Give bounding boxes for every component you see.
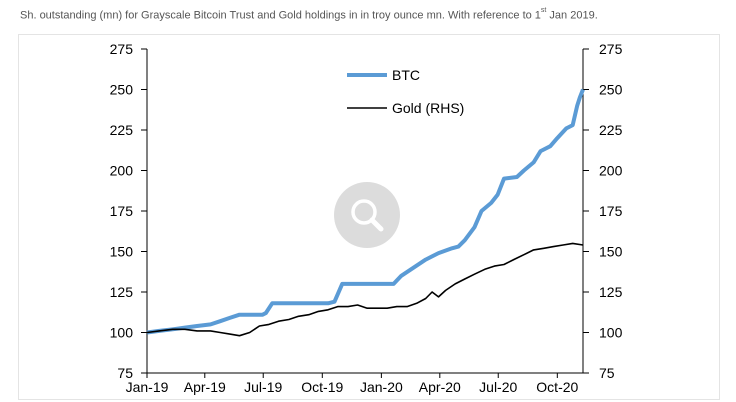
caption-tail: Jan 2019. — [546, 9, 598, 22]
gold-series-line — [146, 242, 584, 337]
y-tick-label-left: 200 — [110, 163, 134, 179]
y-tick-label-right: 250 — [599, 82, 623, 98]
caption-superscript: st — [540, 7, 547, 14]
y-tick-label-left: 150 — [110, 244, 134, 260]
y-tick-label-right: 175 — [599, 203, 623, 219]
x-tick-label: Jul-20 — [479, 379, 517, 395]
y-tick-label-left: 100 — [110, 325, 134, 341]
x-tick-label: Jan-20 — [360, 379, 403, 395]
btc-series-line — [146, 88, 585, 335]
legend-label-gold: Gold (RHS) — [392, 100, 464, 116]
y-tick-label-right: 100 — [599, 325, 623, 341]
y-tick-label-right: 125 — [599, 284, 623, 300]
chart-caption: Sh. outstanding (mn) for Grayscale Bitco… — [20, 7, 598, 22]
caption-text: Sh. outstanding (mn) for Grayscale Bitco… — [20, 9, 541, 22]
y-tick-label-left: 125 — [110, 284, 134, 300]
x-tick-label: Apr-19 — [184, 379, 226, 395]
axis-ticks: 75 75 100 100 125 125 150 150 175 175 200 200 225 225… — [110, 41, 623, 395]
y-tick-label-left: 225 — [110, 122, 134, 138]
y-tick-label-left: 275 — [110, 41, 134, 57]
y-tick-label-left: 250 — [110, 82, 134, 98]
x-tick-label: Jan-19 — [126, 379, 169, 395]
y-tick-label-right: 200 — [599, 163, 623, 179]
chart-series — [146, 88, 585, 337]
x-tick-label: Oct-19 — [301, 379, 343, 395]
y-tick-label-left: 175 — [110, 203, 134, 219]
x-tick-label: Oct-20 — [536, 379, 578, 395]
y-tick-label-right: 225 — [599, 122, 623, 138]
y-tick-label-right: 75 — [599, 365, 615, 381]
legend-label-btc: BTC — [392, 67, 420, 83]
y-tick-label-left: 75 — [117, 365, 133, 381]
x-tick-label: Jul-19 — [244, 379, 282, 395]
chart-legend: BTC Gold (RHS) — [347, 67, 464, 116]
magnifier-icon[interactable] — [334, 182, 400, 248]
y-tick-label-right: 275 — [599, 41, 623, 57]
x-tick-label: Apr-20 — [419, 379, 461, 395]
y-tick-label-right: 150 — [599, 244, 623, 260]
